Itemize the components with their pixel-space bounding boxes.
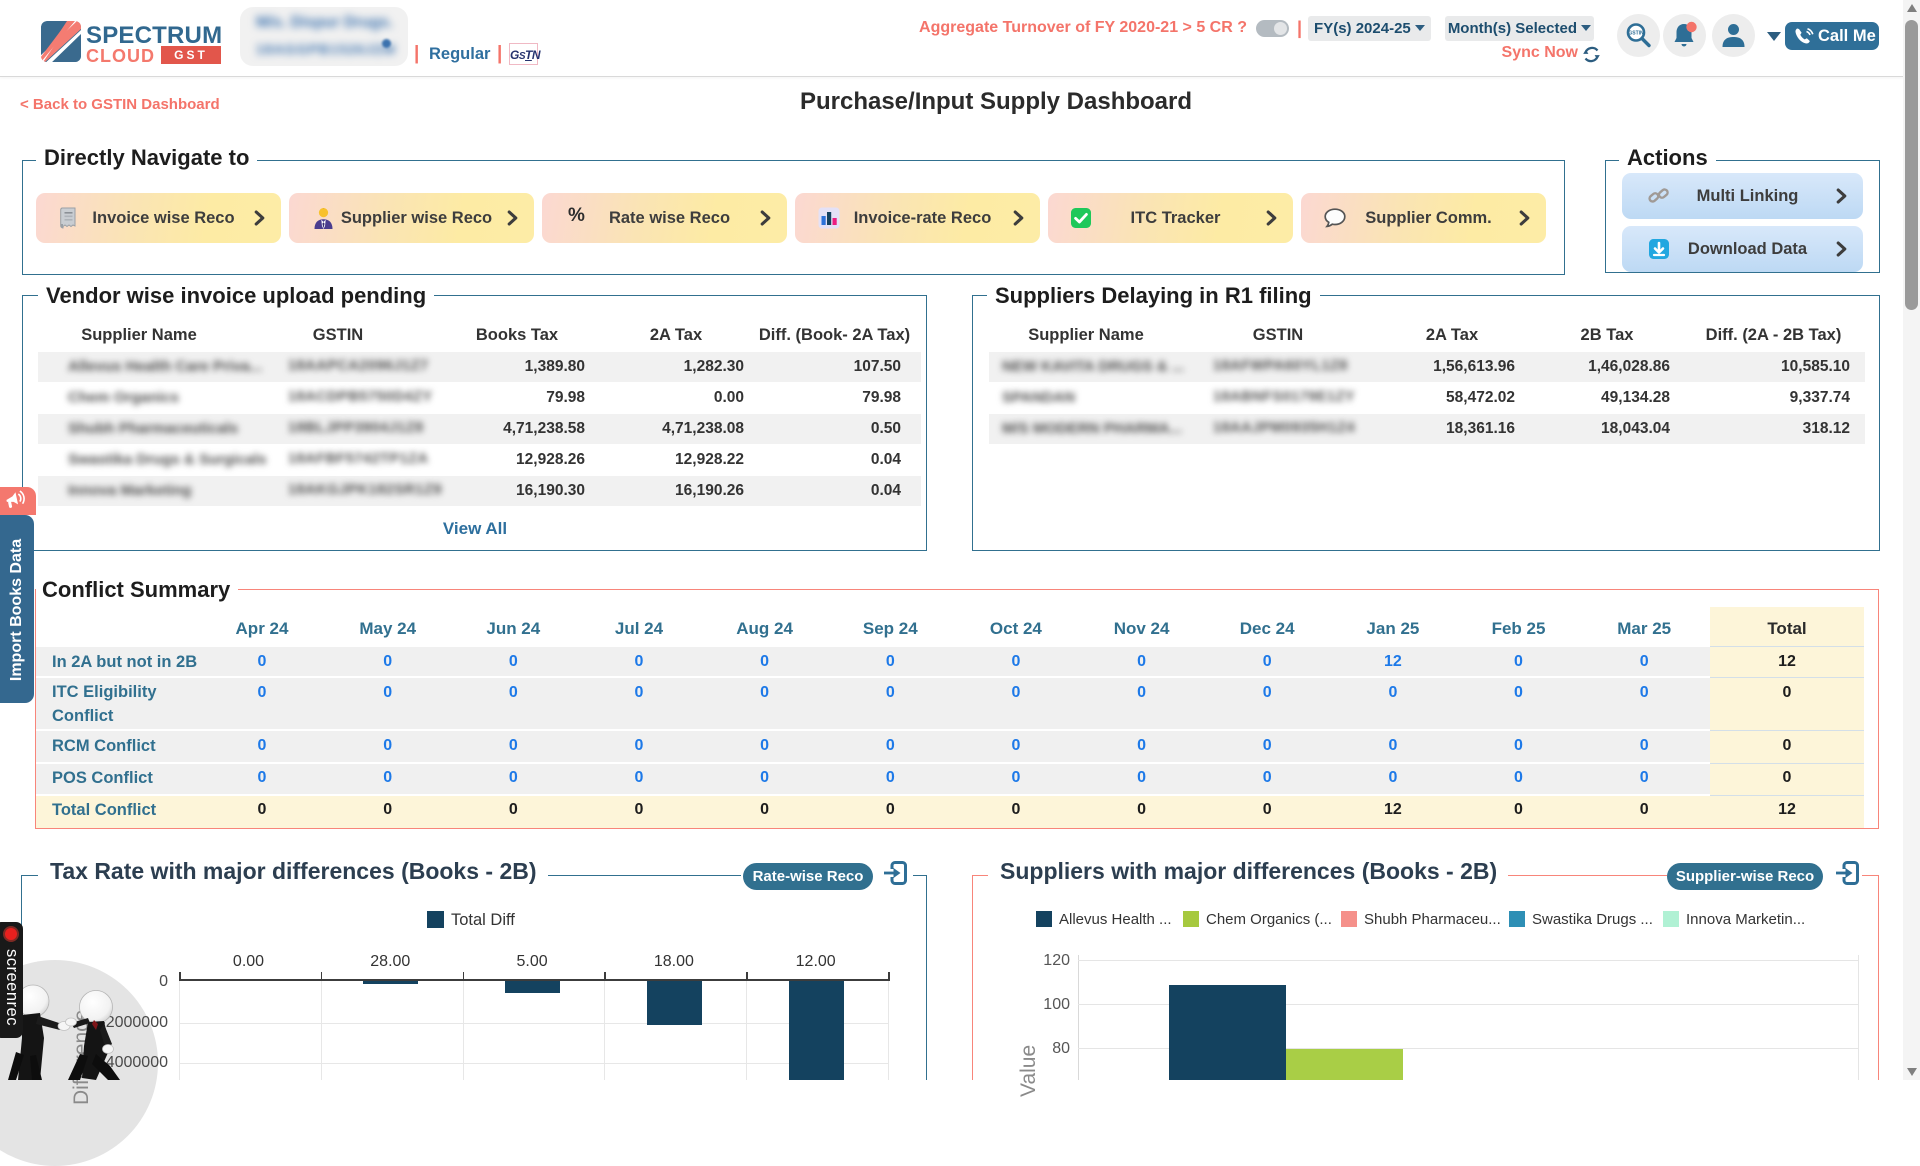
svg-text:GSTIN: GSTIN: [1628, 31, 1644, 37]
